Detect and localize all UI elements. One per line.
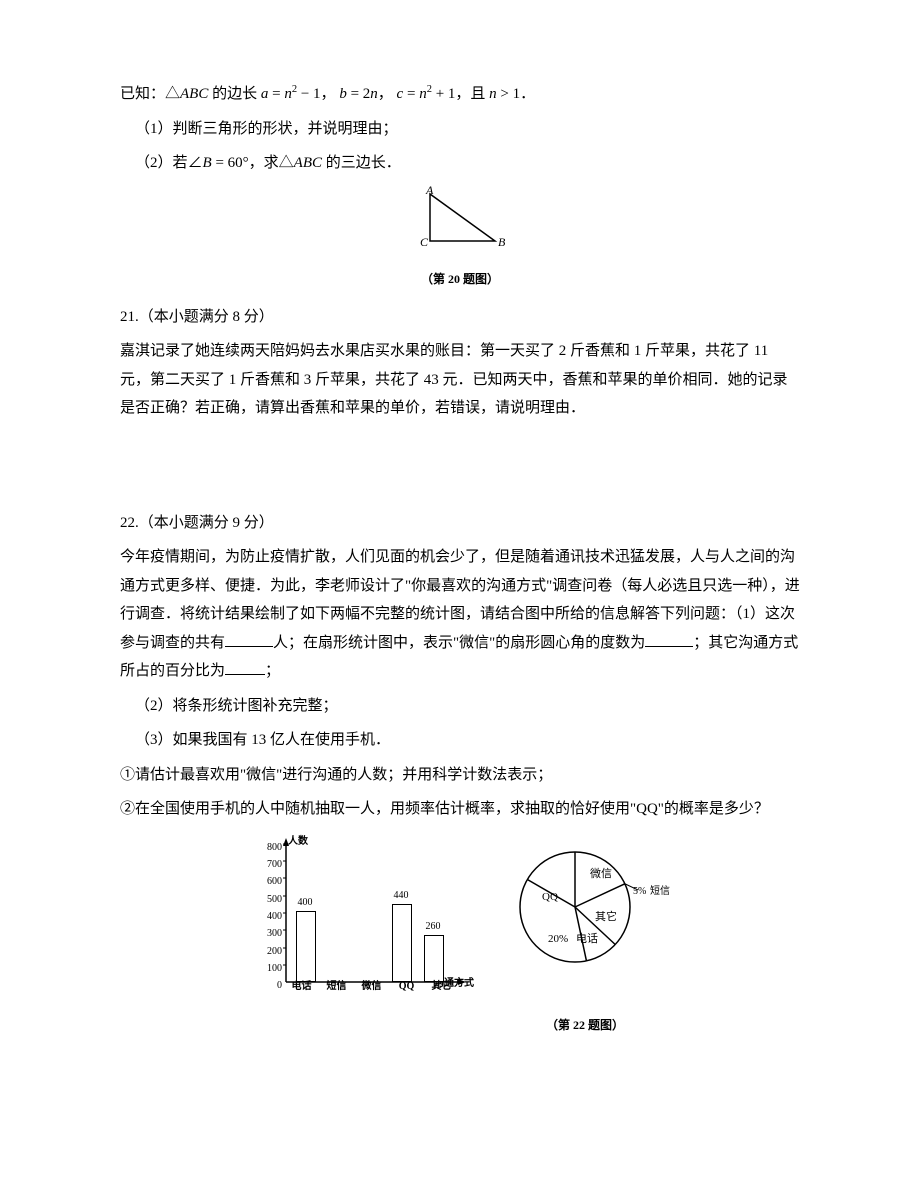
q22-part3b: ②在全国使用手机的人中随机抽取一人，用频率估计概率，求抽取的恰好使用"QQ"的概…	[120, 795, 800, 824]
q20-given: 已知：△ABC 的边长 a = n2 − 1， b = 2n， c = n2 +…	[120, 80, 800, 109]
q20-figure: A C B （第 20 题图）	[120, 186, 800, 291]
vertex-b: B	[498, 235, 506, 249]
bar-chart: 0 100 200 300 400 500 600 700 800 人数 沟通方…	[250, 832, 470, 1002]
pie-label-wechat: 微信	[590, 866, 612, 880]
q22-intro-line: 今年疫情期间，为防止疫情扩散，人们见面的机会少了，但是随着通讯技术迅猛发展，人与…	[120, 543, 800, 686]
bar-phone	[296, 911, 316, 982]
q22-part3: （3）如果我国有 13 亿人在使用手机．	[120, 726, 800, 755]
ytick-600: 600	[254, 872, 282, 891]
ytick-0: 0	[254, 976, 282, 995]
pie-label-phone-pct: 20%	[548, 933, 568, 945]
ytick-800: 800	[254, 838, 282, 857]
ytick-400: 400	[254, 907, 282, 926]
blank-1	[225, 631, 273, 647]
q22-part2: （2）将条形统计图补充完整；	[120, 692, 800, 721]
pie-chart-svg: 微信 QQ 5% 短信 其它 20% 电话	[500, 832, 670, 1002]
ytick-200: 200	[254, 942, 282, 961]
pie-label-other: 其它	[595, 909, 617, 923]
exam-page: 已知：△ABC 的边长 a = n2 − 1， b = 2n， c = n2 +…	[0, 0, 920, 1102]
q21-header: 21.（本小题满分 8 分）	[120, 303, 800, 332]
bar-x-labels: 电话 短信 微信 QQ 其它	[284, 977, 459, 996]
q20-part1: （1）判断三角形的形状，并说明理由；	[120, 115, 800, 144]
q22-header: 22.（本小题满分 9 分）	[120, 509, 800, 538]
pie-label-qq: QQ	[542, 891, 558, 903]
ytick-500: 500	[254, 890, 282, 909]
pie-chart: 微信 QQ 5% 短信 其它 20% 电话 （第 22 题图）	[500, 832, 670, 1002]
ytick-300: 300	[254, 924, 282, 943]
xlabel-qq: QQ	[389, 977, 424, 996]
pie-label-sms-pct: 5%	[633, 886, 646, 897]
charts-row: 0 100 200 300 400 500 600 700 800 人数 沟通方…	[120, 832, 800, 1002]
q21-text: 嘉淇记录了她连续两天陪妈妈去水果店买水果的账目：第一天买了 2 斤香蕉和 1 斤…	[120, 337, 800, 423]
vertex-a: A	[425, 186, 434, 197]
xlabel-wechat: 微信	[354, 977, 389, 996]
ytick-100: 100	[254, 959, 282, 978]
blank-2	[645, 631, 693, 647]
q22-after3: ；	[265, 663, 280, 679]
bar-qq	[392, 904, 412, 982]
pie-label-phone: 电话	[576, 932, 598, 945]
spacer	[120, 429, 800, 509]
pie-label-sms: 短信	[650, 884, 670, 897]
bar-other-val: 260	[421, 917, 445, 936]
bar-other	[424, 935, 444, 982]
vertex-c: C	[420, 235, 429, 249]
bar-qq-val: 440	[389, 886, 413, 905]
xlabel-sms: 短信	[319, 977, 354, 996]
triangle-icon: A C B	[410, 186, 510, 256]
xlabel-phone: 电话	[284, 977, 319, 996]
q22-after1: 人；在扇形统计图中，表示"微信"的扇形圆心角的度数为	[273, 635, 645, 651]
bar-y-label: 人数	[288, 832, 308, 851]
q20-part2: （2）若∠B = 60°，求△ABC 的三边长．	[120, 149, 800, 178]
bar-phone-val: 400	[293, 893, 317, 912]
q22-figure-caption: （第 22 题图）	[500, 1014, 670, 1037]
ytick-700: 700	[254, 855, 282, 874]
blank-3	[225, 659, 265, 675]
q22-part3a: ①请估计最喜欢用"微信"进行沟通的人数；并用科学计数法表示；	[120, 761, 800, 790]
xlabel-other: 其它	[424, 977, 459, 996]
q20-figure-caption: （第 20 题图）	[120, 268, 800, 291]
